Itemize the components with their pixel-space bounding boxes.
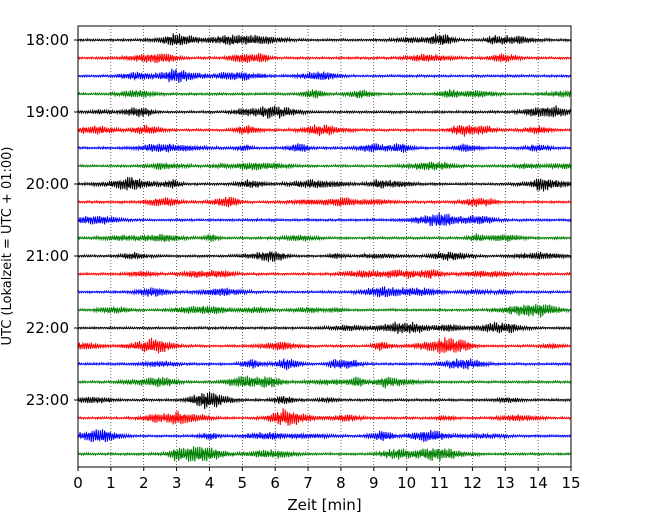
trace-2200 — [77, 321, 572, 334]
trace-2300 — [77, 391, 572, 410]
trace-2315 — [77, 408, 572, 426]
trace-2030 — [77, 212, 572, 227]
x-tick-label-3: 3 — [172, 474, 182, 492]
trace-group — [77, 33, 572, 462]
y-tick-label-1: 19:00 — [26, 103, 69, 121]
trace-2045 — [77, 233, 572, 243]
y-tick-label-5: 23:00 — [26, 391, 69, 409]
y-tick-label-2: 20:00 — [26, 175, 69, 193]
x-tick-label-8: 8 — [336, 474, 346, 492]
x-tick-label-2: 2 — [139, 474, 149, 492]
trace-1930 — [77, 142, 572, 153]
trace-1900 — [77, 105, 572, 119]
trace-2115 — [77, 269, 571, 279]
x-tick-label-5: 5 — [238, 474, 248, 492]
plot-frame — [77, 25, 572, 468]
trace-2130 — [77, 286, 572, 298]
trace-2145 — [77, 303, 572, 318]
trace-2015 — [77, 196, 572, 208]
trace-2215 — [77, 337, 572, 354]
trace-1800 — [77, 33, 572, 46]
x-tick-label-6: 6 — [270, 474, 280, 492]
x-tick-label-4: 4 — [205, 474, 215, 492]
trace-2245 — [77, 375, 572, 389]
x-axis: 0 1 2 3 4 5 6 7 8 9 10 11 12 13 14 15 — [73, 467, 581, 492]
trace-2000 — [77, 176, 572, 192]
y-tick-label-4: 22:00 — [26, 319, 69, 337]
y-tick-label-3: 21:00 — [26, 247, 69, 265]
x-tick-label-1: 1 — [106, 474, 116, 492]
x-tick-label-7: 7 — [303, 474, 313, 492]
y-axis-label: UTC (Lokalzeit = UTC + 01:00) — [0, 147, 15, 346]
trace-2100 — [77, 250, 572, 263]
trace-1945 — [77, 161, 572, 171]
x-tick-label-14: 14 — [529, 474, 548, 492]
trace-1815 — [77, 53, 572, 64]
trace-1830 — [77, 68, 572, 83]
x-tick-label-0: 0 — [73, 474, 83, 492]
trace-1845 — [77, 89, 572, 99]
trace-1915 — [77, 124, 572, 137]
trace-2330 — [77, 429, 572, 443]
x-tick-label-10: 10 — [397, 474, 416, 492]
x-tick-label-13: 13 — [496, 474, 515, 492]
y-axis: 18:00 19:00 20:00 21:00 22:00 23:00 — [26, 31, 78, 409]
y-tick-label-0: 18:00 — [26, 31, 69, 49]
x-tick-label-11: 11 — [430, 474, 449, 492]
trace-2230 — [77, 358, 572, 371]
x-tick-label-15: 15 — [561, 474, 580, 492]
x-tick-label-12: 12 — [463, 474, 482, 492]
x-tick-label-9: 9 — [369, 474, 379, 492]
trace-2345 — [77, 446, 572, 462]
x-axis-label: Zeit [min] — [287, 496, 361, 514]
